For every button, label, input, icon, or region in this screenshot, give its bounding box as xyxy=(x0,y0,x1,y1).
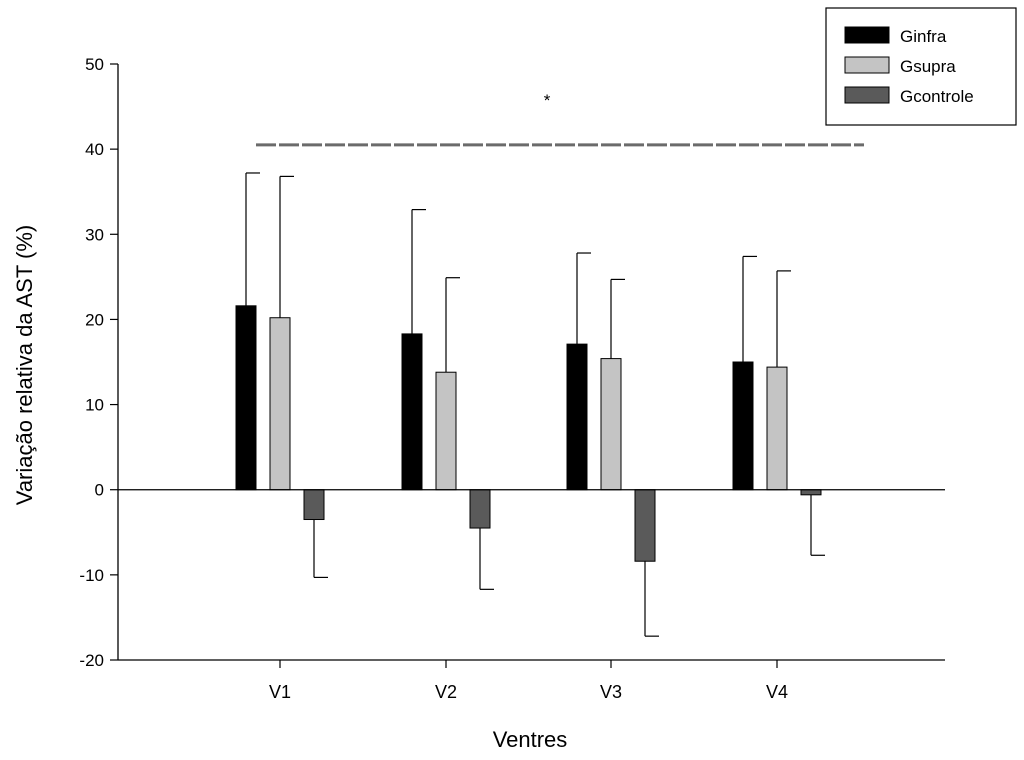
legend-label-ginfra: Ginfra xyxy=(900,27,947,46)
legend-swatch-ginfra xyxy=(844,26,890,44)
legend-label-gcontrole: Gcontrole xyxy=(900,87,974,106)
bar-ginfra-v1 xyxy=(235,305,257,491)
bar-gcontrole-v1 xyxy=(303,489,325,521)
bar-gcontrole-v2 xyxy=(469,489,491,529)
y-tick-label: -10 xyxy=(79,566,104,585)
bar-gsupra-v4 xyxy=(766,366,788,491)
y-tick-label: 50 xyxy=(85,55,104,74)
bar-ginfra-v2 xyxy=(401,333,423,491)
y-tick-label: -20 xyxy=(79,651,104,670)
legend: Ginfra Gsupra Gcontrole xyxy=(825,7,1017,126)
legend-swatch-gcontrole xyxy=(844,86,890,104)
bars-layer xyxy=(235,305,822,562)
bar-gcontrole-v3 xyxy=(634,489,656,562)
x-tick-label-v2: V2 xyxy=(435,682,457,702)
legend-swatch-gsupra xyxy=(844,56,890,74)
y-tick-label: 0 xyxy=(95,481,104,500)
y-axis-title: Variação relativa da AST (%) xyxy=(12,225,37,505)
axes-layer: -20 -10 0 10 20 30 40 50 V1 V2 V3 V4 xyxy=(79,55,945,702)
error-bars-layer xyxy=(245,172,825,637)
y-tick-label: 40 xyxy=(85,140,104,159)
bar-gcontrole-v4 xyxy=(800,489,822,496)
bar-ginfra-v3 xyxy=(566,343,588,491)
significance-star: * xyxy=(544,91,551,110)
bar-gsupra-v2 xyxy=(435,371,457,491)
y-tick-label: 10 xyxy=(85,396,104,415)
y-tick-label: 20 xyxy=(85,310,104,329)
x-tick-label-v1: V1 xyxy=(269,682,291,702)
significance-annotation: * xyxy=(256,91,864,147)
bar-ginfra-v4 xyxy=(732,361,754,491)
x-tick-label-v3: V3 xyxy=(600,682,622,702)
y-tick-label: 30 xyxy=(85,225,104,244)
legend-label-gsupra: Gsupra xyxy=(900,57,956,76)
bar-gsupra-v1 xyxy=(269,317,291,491)
x-tick-label-v4: V4 xyxy=(766,682,788,702)
x-axis-title: Ventres xyxy=(493,727,568,752)
bar-gsupra-v3 xyxy=(600,358,622,491)
